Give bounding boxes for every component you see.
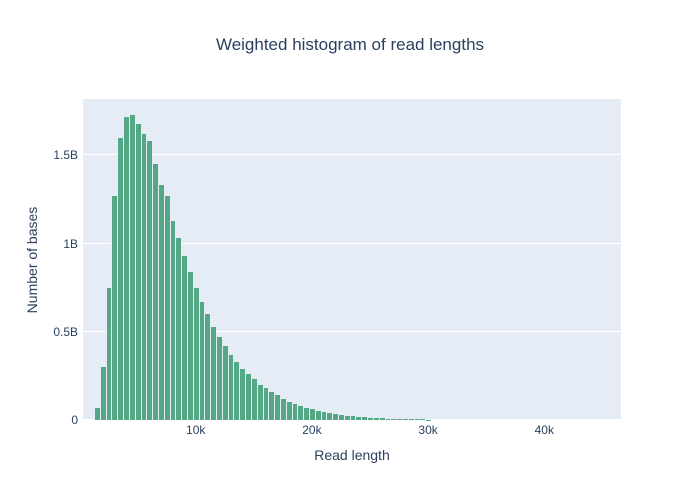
histogram-bar[interactable] (274, 395, 280, 420)
x-tick-label: 40k (534, 423, 554, 437)
histogram-bar[interactable] (169, 220, 176, 420)
histogram-bar[interactable] (262, 388, 269, 420)
gridline (83, 330, 621, 332)
histogram-bar[interactable] (372, 418, 379, 420)
histogram-bar[interactable] (268, 391, 275, 420)
histogram-bar[interactable] (320, 412, 327, 420)
histogram-bar[interactable] (355, 416, 362, 420)
y-tick-label: 0 (71, 413, 78, 427)
histogram-bar[interactable] (233, 361, 240, 420)
histogram-bar[interactable] (123, 116, 129, 420)
y-tick-label: 0.5B (53, 324, 78, 339)
histogram-bar[interactable] (245, 374, 251, 420)
histogram-bar[interactable] (314, 410, 321, 420)
x-tick-label: 20k (302, 423, 322, 437)
x-axis-label: Read length (314, 447, 390, 463)
histogram-bar[interactable] (396, 418, 402, 420)
histogram-bar[interactable] (175, 238, 182, 420)
histogram-bar[interactable] (250, 379, 257, 420)
histogram-bar[interactable] (221, 345, 228, 420)
histogram-bar[interactable] (332, 414, 339, 420)
histogram-bar[interactable] (285, 402, 292, 420)
histogram-bar[interactable] (407, 419, 414, 420)
histogram-bar[interactable] (239, 368, 246, 420)
histogram-bar[interactable] (343, 415, 350, 420)
histogram-bar[interactable] (401, 419, 408, 420)
histogram-bar[interactable] (279, 398, 286, 420)
histogram-bar[interactable] (105, 287, 112, 420)
histogram-bar[interactable] (128, 114, 135, 420)
x-tick-label: 30k (418, 423, 438, 437)
histogram-bar[interactable] (303, 407, 309, 420)
histogram-bar[interactable] (361, 417, 368, 420)
histogram-bar[interactable] (163, 196, 170, 420)
histogram-bar[interactable] (204, 314, 211, 420)
histogram-bar[interactable] (227, 354, 234, 420)
gridline (83, 154, 621, 156)
histogram-bar[interactable] (384, 418, 391, 420)
histogram-bar[interactable] (94, 407, 100, 420)
histogram-bar[interactable] (111, 196, 118, 420)
histogram-bar[interactable] (309, 409, 315, 420)
gridline (83, 242, 621, 244)
histogram-bar[interactable] (99, 367, 106, 420)
y-tick-label: 1B (63, 236, 78, 251)
histogram-bar[interactable] (390, 418, 397, 420)
histogram-bar[interactable] (181, 255, 187, 420)
histogram-bar[interactable] (134, 123, 141, 420)
histogram-bar[interactable] (140, 134, 147, 420)
histogram-bar[interactable] (297, 405, 304, 420)
histogram-bar[interactable] (413, 419, 420, 420)
histogram-bar[interactable] (326, 413, 333, 420)
histogram-bar[interactable] (146, 141, 153, 420)
histogram-bar[interactable] (117, 137, 124, 420)
histogram-bar[interactable] (152, 164, 158, 420)
histogram-bar[interactable] (349, 416, 356, 420)
histogram-bar[interactable] (256, 384, 263, 420)
histogram-bar[interactable] (157, 185, 164, 420)
plot-area[interactable] (83, 99, 621, 420)
histogram-bar[interactable] (198, 301, 205, 420)
histogram-bar[interactable] (216, 337, 222, 420)
x-tick-label: 10k (186, 423, 206, 437)
histogram-bar[interactable] (186, 271, 193, 420)
histogram-bar[interactable] (419, 419, 426, 420)
histogram-bar[interactable] (291, 404, 298, 420)
chart-title: Weighted histogram of read lengths (215, 35, 485, 54)
histogram-bar[interactable] (367, 417, 373, 420)
y-axis-label: Number of bases (24, 206, 40, 314)
histogram-bar[interactable] (210, 326, 217, 420)
histogram-bar[interactable] (192, 287, 199, 420)
y-tick-label: 1.5B (53, 148, 78, 163)
histogram-bar[interactable] (378, 418, 385, 420)
histogram-bar[interactable] (338, 414, 344, 420)
